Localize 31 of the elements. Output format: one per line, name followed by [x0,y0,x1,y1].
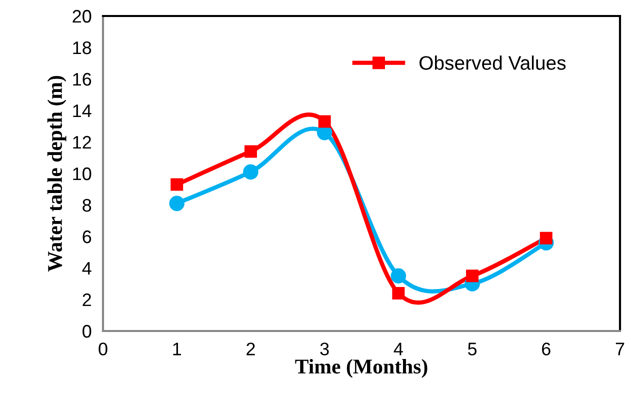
legend-label: Observed Values [420,56,566,70]
x-tick-label: 7 [616,342,624,356]
x-tick-label: 2 [246,342,255,356]
y-tick-label: 0 [82,324,92,338]
x-tick-label: 0 [98,342,108,356]
point [169,196,184,212]
point [244,145,257,158]
x-tick-label: 3 [320,342,329,356]
y-tick-label: 8 [82,198,92,212]
y-tick-label: 6 [82,230,92,244]
y-tick-label: 16 [73,72,92,86]
x-tick-label: 1 [173,342,181,356]
point [243,164,258,180]
y-tick-label: 14 [73,104,92,118]
x-axis-title: Time (Months) [295,358,428,378]
y-tick-label: 10 [73,167,92,180]
point [318,115,331,128]
y-tick-label: 20 [72,10,92,23]
point [392,286,405,300]
point [170,178,184,191]
x-tick-label: 5 [468,342,477,356]
y-tick-label: 12 [73,136,91,149]
x-tick-label: 6 [542,342,550,356]
point [540,232,552,244]
y-axis-title: Water table depth (m) [47,76,66,272]
y-tick-label: 4 [82,262,92,275]
x-tick-label: 4 [394,342,403,356]
point [390,268,406,284]
y-tick-label: 18 [73,41,92,54]
point [466,270,479,282]
y-tick-label: 2 [82,293,91,306]
